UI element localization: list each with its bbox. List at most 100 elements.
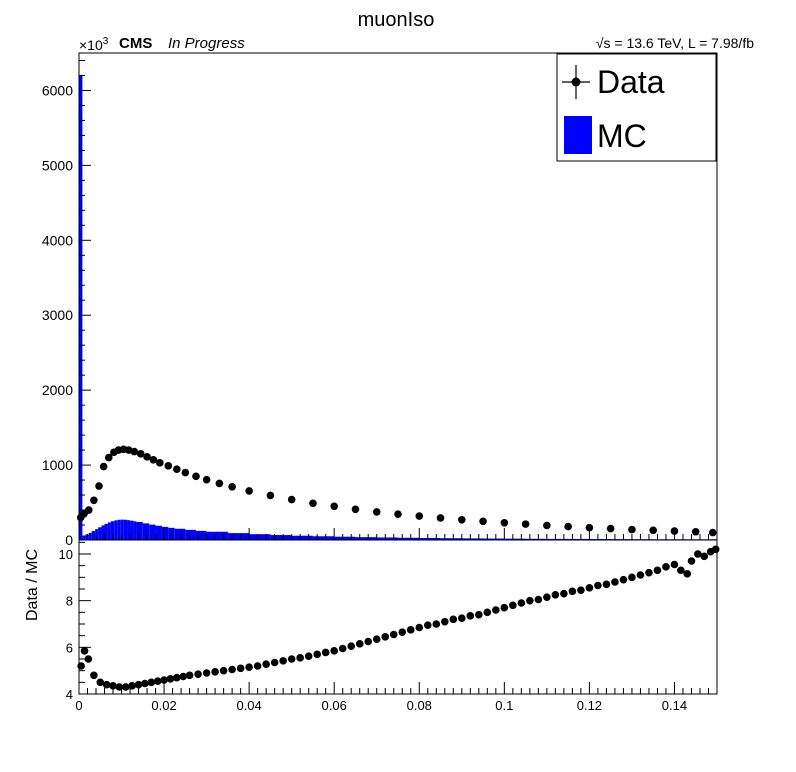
ratio-point — [160, 676, 168, 684]
ratio-point — [347, 642, 356, 650]
ratio-point — [645, 568, 653, 577]
ratio-point — [449, 615, 458, 624]
main-x-ticks — [78, 528, 718, 540]
experiment-label: CMS — [119, 35, 152, 52]
mc-bar — [168, 527, 175, 540]
lumi-label: √s = 13.6 TeV, L = 7.98/fb — [596, 35, 754, 51]
data-point — [628, 525, 636, 534]
exponent-label: ×103 — [79, 36, 109, 53]
data-point — [708, 528, 717, 537]
ratio-y-tick-label: 4 — [66, 687, 73, 702]
mc-bar — [461, 538, 484, 540]
ratio-point — [262, 660, 270, 668]
data-point — [215, 479, 224, 488]
mc-bar — [130, 520, 134, 540]
mc-bar — [91, 531, 96, 540]
mc-bar — [568, 538, 590, 540]
data-point — [500, 518, 509, 527]
ratio-point — [577, 586, 585, 594]
ratio-point — [700, 552, 709, 561]
ratio-point — [662, 563, 670, 571]
ratio-point — [543, 593, 551, 601]
data-point — [543, 521, 551, 530]
ratio-point — [287, 655, 296, 663]
mc-bar — [101, 525, 105, 540]
data-point — [436, 514, 445, 522]
main-y-tick-label: 0 — [65, 532, 73, 548]
ratio-point — [602, 580, 611, 589]
ratio-point — [594, 581, 602, 590]
ratio-x-tick-label: 0.08 — [407, 698, 432, 713]
mc-bar — [398, 537, 420, 540]
ratio-point — [517, 599, 526, 607]
data-point — [691, 527, 700, 536]
mc-bar — [127, 520, 131, 540]
ratio-point — [109, 682, 117, 690]
ratio-points — [77, 545, 720, 691]
ratio-point — [551, 591, 560, 599]
data-point — [136, 450, 145, 458]
ratio-point — [304, 652, 313, 660]
ratio-y-label: Data / MC — [24, 549, 41, 621]
mc-bar — [206, 531, 228, 540]
ratio-point — [560, 589, 568, 598]
mc-bar — [110, 521, 115, 540]
legend-mc-label: MC — [597, 118, 647, 154]
mc-bar — [120, 519, 124, 540]
mc-bar — [525, 538, 547, 540]
data-point — [95, 482, 103, 490]
ratio-point — [653, 566, 662, 575]
ratio-point — [432, 620, 441, 628]
ratio-point — [185, 671, 194, 680]
ratio-point — [526, 596, 534, 605]
mc-bar — [79, 75, 83, 540]
ratio-point — [236, 664, 245, 673]
mc-bar — [546, 538, 569, 540]
mc-bar — [174, 528, 186, 540]
main-y-tick-label: 6000 — [42, 82, 73, 98]
mc-bar — [123, 519, 128, 540]
mc-histogram — [79, 75, 717, 540]
ratio-point — [415, 623, 424, 632]
mc-bar — [133, 521, 137, 540]
mc-bar — [376, 537, 398, 540]
exponent-base: ×10 — [79, 37, 103, 53]
data-point — [351, 505, 360, 514]
main-y-tick-label: 1000 — [42, 457, 73, 473]
ratio-point — [670, 560, 679, 569]
ratio-point — [423, 621, 432, 629]
main-y-tick-label: 2000 — [42, 382, 73, 398]
mc-bar — [161, 526, 169, 540]
data-point — [90, 496, 98, 505]
main-y-axis: 0 1000 2000 3000 4000 5000 6000 — [42, 59, 91, 548]
ratio-point — [179, 672, 188, 681]
exponent-power: 3 — [103, 36, 109, 47]
data-point — [173, 465, 181, 473]
ratio-point — [406, 626, 415, 634]
mc-bar — [291, 535, 313, 540]
mc-bar — [195, 530, 207, 540]
ratio-point — [253, 662, 262, 670]
ratio-point — [500, 603, 509, 612]
ratio-point — [466, 612, 475, 620]
mc-bar — [88, 532, 92, 540]
ratio-point — [296, 654, 304, 662]
data-point — [330, 502, 339, 511]
data-point — [202, 475, 211, 484]
ratio-point — [245, 663, 253, 671]
data-point — [521, 520, 530, 528]
ratio-point — [694, 550, 702, 558]
mc-bar — [114, 520, 118, 540]
status-label: In Progress — [168, 35, 245, 52]
main-y-tick-label: 5000 — [42, 157, 73, 173]
data-point — [130, 447, 139, 456]
data-point — [585, 523, 594, 532]
ratio-point — [153, 677, 162, 685]
ratio-x-tick-label: 0.12 — [577, 698, 602, 713]
data-point — [84, 506, 93, 514]
data-point — [149, 456, 158, 464]
ratio-point — [96, 678, 105, 687]
mc-bar — [270, 535, 292, 540]
data-point — [164, 462, 173, 470]
data-point — [192, 472, 200, 481]
